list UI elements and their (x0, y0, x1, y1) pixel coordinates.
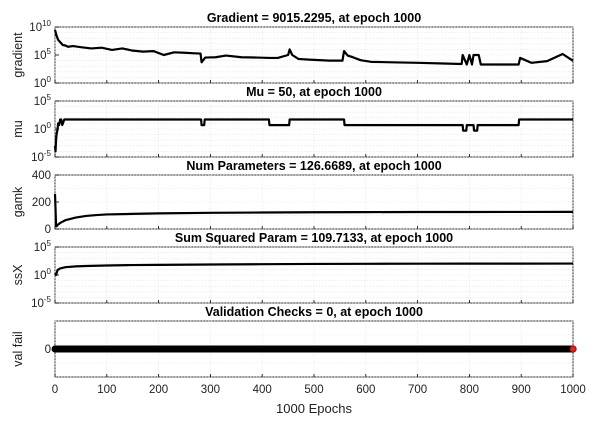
x-tick-label: 800 (460, 384, 479, 396)
y-tick-label: 10-5 (31, 149, 51, 164)
y-tick-label: 105 (34, 239, 52, 254)
x-tick-label: 200 (149, 384, 168, 396)
x-tick-label: 100 (97, 384, 116, 396)
y-tick-label: 400 (32, 170, 51, 182)
y-tick-label: 1010 (29, 19, 51, 34)
x-tick-label: 900 (512, 384, 531, 396)
x-tick-label: 600 (356, 384, 375, 396)
y-tick-label: 0 (45, 224, 51, 236)
panel-4: Sum Squared Param = 109.7133, at epoch 1… (11, 231, 574, 310)
y-axis-label: gamk (11, 186, 25, 217)
y-tick-label: 200 (32, 197, 51, 209)
panel-title: Gradient = 9015.2295, at epoch 1000 (207, 11, 421, 25)
y-axis-label: mu (11, 120, 25, 137)
y-tick-label: 100 (34, 121, 52, 136)
x-tick-label: 500 (304, 384, 323, 396)
series-line (53, 29, 574, 66)
panel-title: Sum Squared Param = 109.7133, at epoch 1… (175, 231, 453, 245)
y-tick-label: 10-5 (31, 295, 51, 310)
series-line (53, 193, 574, 228)
x-tick-label: 400 (253, 384, 272, 396)
panel-2: Mu = 50, at epoch 1000 mu 10-5 100 105 (11, 85, 574, 164)
series-line (53, 118, 573, 153)
panel-5: Validation Checks = 0, at epoch 1000 val … (11, 305, 586, 396)
panel-title: Num Parameters = 126.6689, at epoch 1000 (186, 159, 441, 173)
y-tick-label: 0 (45, 344, 51, 356)
panel-1: Gradient = 9015.2295, at epoch 1000 gradi… (11, 11, 574, 90)
y-tick-label: 100 (34, 75, 52, 90)
y-tick-label: 100 (34, 267, 52, 282)
x-tick-label: 700 (408, 384, 427, 396)
y-axis-label: ssX (11, 264, 25, 286)
y-tick-label: 105 (34, 93, 52, 108)
panel-3: Num Parameters = 126.6689, at epoch 1000… (11, 159, 574, 236)
x-axis-label: 1000 Epochs (276, 401, 352, 416)
panel-title: Mu = 50, at epoch 1000 (246, 85, 382, 99)
x-tick-label: 0 (52, 384, 58, 396)
series-line (54, 262, 574, 277)
y-axis-label: val fail (11, 331, 25, 366)
y-tick-label: 105 (34, 47, 52, 62)
x-tick-label: 1000 (560, 384, 586, 396)
y-axis-label: gradient (11, 32, 25, 78)
last-epoch-marker (569, 345, 577, 353)
x-tick-label: 300 (201, 384, 220, 396)
panel-title: Validation Checks = 0, at epoch 1000 (205, 305, 423, 319)
